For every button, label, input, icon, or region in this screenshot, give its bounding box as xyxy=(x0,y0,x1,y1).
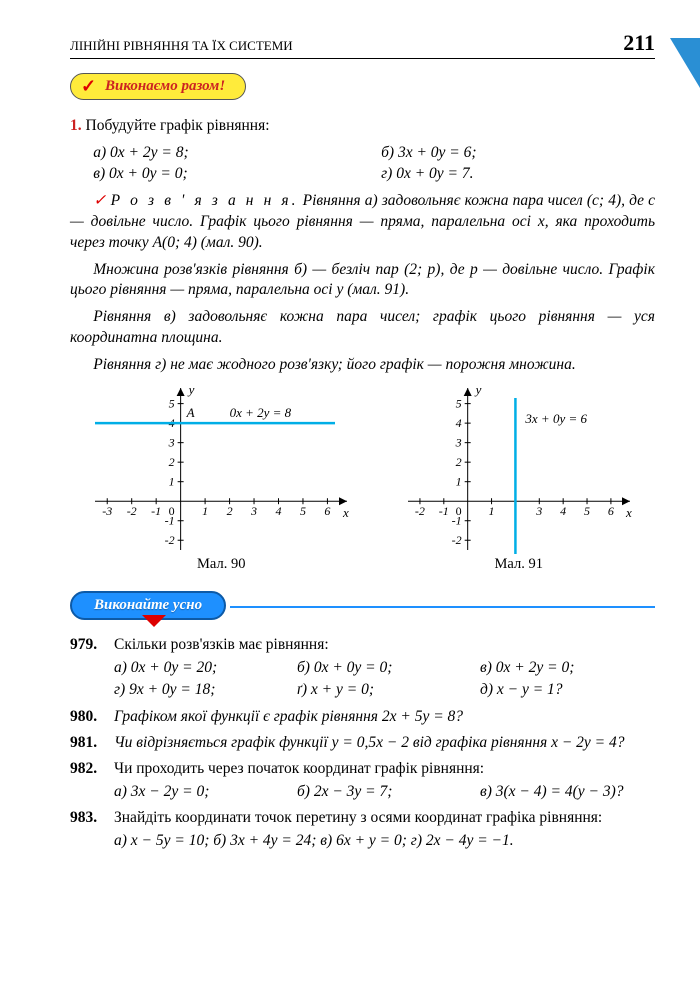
p979-opts: а) 0x + 0y = 20; б) 0x + 0y = 0; в) 0x +… xyxy=(114,657,655,702)
p982-b: б) 2x − 3y = 7; xyxy=(297,781,472,803)
caption-90: Мал. 90 xyxy=(91,556,351,573)
p981-body: Чи відрізняється графік функції y = 0,5x… xyxy=(114,732,655,754)
svg-text:2: 2 xyxy=(455,455,461,469)
svg-text:0x + 2y = 8: 0x + 2y = 8 xyxy=(230,405,292,420)
triangle-down-icon xyxy=(142,615,166,627)
p982-opts: а) 3x − 2y = 0; б) 2x − 3y = 7; в) 3(x −… xyxy=(114,781,655,803)
svg-text:6: 6 xyxy=(608,504,614,518)
solution-p2: Множина розв'язків рівняння б) — безліч … xyxy=(70,260,655,302)
svg-text:6: 6 xyxy=(325,504,331,518)
svg-text:0: 0 xyxy=(455,504,461,518)
svg-text:-3: -3 xyxy=(102,504,112,518)
svg-text:x: x xyxy=(625,505,632,520)
page: ЛІНІЙНІ РІВНЯННЯ ТА ЇХ СИСТЕМИ 211 Викон… xyxy=(0,0,700,886)
svg-text:-2: -2 xyxy=(451,533,461,547)
svg-text:1: 1 xyxy=(202,504,208,518)
caption-91: Мал. 91 xyxy=(404,556,634,573)
svg-text:A: A xyxy=(186,405,195,420)
svg-text:-1: -1 xyxy=(151,504,161,518)
p982-v: в) 3(x − 4) = 4(y − 3)? xyxy=(480,781,655,803)
problem-list: 979. Скільки розв'язків має рівняння: а)… xyxy=(70,634,655,852)
svg-text:5: 5 xyxy=(300,504,306,518)
problem-981: 981. Чи відрізняється графік функції y =… xyxy=(70,732,655,754)
chart-90: -3-2-1123456-2-1123450yxA0x + 2y = 8 Мал… xyxy=(91,384,351,573)
p982-task: Чи проходить через початок координат гра… xyxy=(114,758,655,780)
chart-91: -2-113456-2-1123450yx3x + 0y = 6 Мал. 91 xyxy=(404,384,634,573)
svg-text:x: x xyxy=(342,505,349,520)
svg-text:3: 3 xyxy=(168,436,175,450)
svg-text:3: 3 xyxy=(250,504,257,518)
section-oral: Виконайте усно xyxy=(70,591,655,620)
opt-b: б) 3x + 0y = 6; xyxy=(381,143,655,164)
header-title: ЛІНІЙНІ РІВНЯННЯ ТА ЇХ СИСТЕМИ xyxy=(70,38,293,54)
check-icon: ✓ xyxy=(93,192,110,209)
p982-num: 982. xyxy=(70,758,114,803)
problem-983: 983. Знайдіть координати точок перетину … xyxy=(70,807,655,852)
problem-982: 982. Чи проходить через початок координа… xyxy=(70,758,655,803)
p980-body: Графіком якої функції є графік рівняння … xyxy=(114,706,655,728)
p979-task: Скільки розв'язків має рівняння: xyxy=(114,634,655,656)
corner-decoration xyxy=(670,38,700,88)
p979-d: д) x − y = 1? xyxy=(480,679,655,701)
charts-row: -3 -2 -1 1 2 3 4 5 6 -2 -1 1 2 3 4 5 0 y x A 0x + 2y = 8 Мал… xyxy=(70,384,655,573)
opt-d: г) 0x + 0y = 7. xyxy=(381,164,655,185)
solution-p1: ✓ Р о з в ' я з а н н я. Рівняння а) зад… xyxy=(70,191,655,254)
svg-text:-2: -2 xyxy=(415,504,425,518)
svg-text:-2: -2 xyxy=(127,504,137,518)
exercise-number: 1. xyxy=(70,117,82,134)
svg-text:0: 0 xyxy=(169,504,175,518)
solution-p3: Рівняння в) задовольняє кожна пара чисел… xyxy=(70,307,655,349)
p979-body: Скільки розв'язків має рівняння: а) 0x +… xyxy=(114,634,655,701)
svg-text:1: 1 xyxy=(169,475,175,489)
p983-num: 983. xyxy=(70,807,114,852)
p983-body: Знайдіть координати точок перетину з ося… xyxy=(114,807,655,852)
p979-num: 979. xyxy=(70,634,114,701)
p981-num: 981. xyxy=(70,732,114,754)
badge-together: Виконаємо разом! xyxy=(70,73,246,100)
p979-g: г) 9x + 0y = 18; xyxy=(114,679,289,701)
solution-label: Р о з в ' я з а н н я. xyxy=(111,192,299,209)
p980-num: 980. xyxy=(70,706,114,728)
p979-v: в) 0x + 2y = 0; xyxy=(480,657,655,679)
p982-body: Чи проходить через початок координат гра… xyxy=(114,758,655,803)
svg-text:5: 5 xyxy=(584,504,590,518)
svg-text:-1: -1 xyxy=(439,504,449,518)
svg-text:3x + 0y = 6: 3x + 0y = 6 xyxy=(524,411,587,426)
p983-line: а) x − 5y = 10; б) 3x + 4y = 24; в) 6x +… xyxy=(114,830,655,852)
p979-b: б) 0x + 0y = 0; xyxy=(297,657,472,679)
svg-text:y: y xyxy=(187,384,195,397)
svg-text:3: 3 xyxy=(454,436,461,450)
svg-text:2: 2 xyxy=(169,455,175,469)
exercise-1: 1. Побудуйте графік рівняння: xyxy=(70,116,655,137)
svg-text:4: 4 xyxy=(276,504,282,518)
svg-text:2: 2 xyxy=(227,504,233,518)
exercise-1-options: а) 0x + 2y = 8; б) 3x + 0y = 6; в) 0x + … xyxy=(93,143,655,185)
svg-text:-2: -2 xyxy=(165,533,175,547)
svg-text:y: y xyxy=(473,384,481,397)
svg-text:4: 4 xyxy=(560,504,566,518)
svg-text:1: 1 xyxy=(455,475,461,489)
svg-text:4: 4 xyxy=(455,416,461,430)
page-number: 211 xyxy=(623,30,655,56)
solution-p4: Рівняння г) не має жодного розв'язку; йо… xyxy=(70,355,655,376)
svg-text:1: 1 xyxy=(488,504,494,518)
exercise-task: Побудуйте графік рівняння: xyxy=(86,117,270,134)
opt-c: в) 0x + 0y = 0; xyxy=(93,164,367,185)
svg-text:5: 5 xyxy=(455,397,461,411)
svg-text:3: 3 xyxy=(535,504,542,518)
p979-a: а) 0x + 0y = 20; xyxy=(114,657,289,679)
chart-90-svg: -3-2-1123456-2-1123450yxA0x + 2y = 8 xyxy=(91,384,351,554)
p982-a: а) 3x − 2y = 0; xyxy=(114,781,289,803)
p983-task: Знайдіть координати точок перетину з ося… xyxy=(114,807,655,829)
problem-979: 979. Скільки розв'язків має рівняння: а)… xyxy=(70,634,655,701)
p979-gg: ґ) x + y = 0; xyxy=(297,679,472,701)
opt-a: а) 0x + 2y = 8; xyxy=(93,143,367,164)
chart-91-svg: -2-113456-2-1123450yx3x + 0y = 6 xyxy=(404,384,634,554)
svg-text:5: 5 xyxy=(169,397,175,411)
page-header: ЛІНІЙНІ РІВНЯННЯ ТА ЇХ СИСТЕМИ 211 xyxy=(70,30,655,59)
problem-980: 980. Графіком якої функції є графік рівн… xyxy=(70,706,655,728)
